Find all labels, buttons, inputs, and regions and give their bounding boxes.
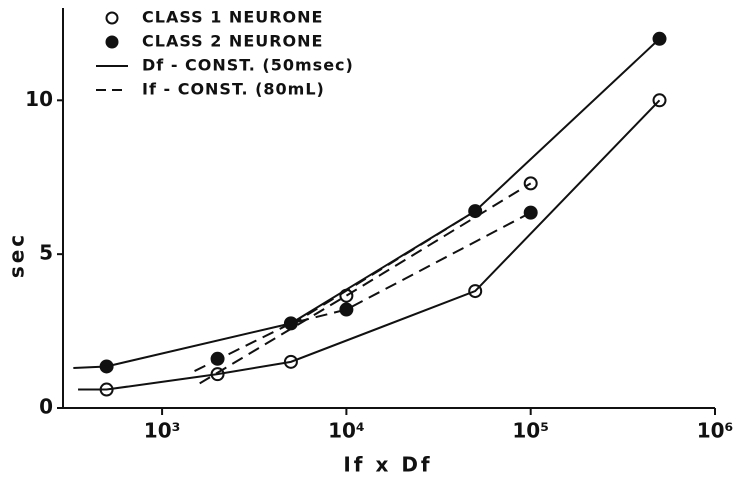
data-point (339, 302, 354, 317)
x-tick-label: 10⁵ (512, 419, 549, 443)
legend-marker (105, 35, 119, 49)
y-axis-label: sec (5, 232, 29, 278)
x-tick-label: 10⁶ (697, 419, 734, 443)
data-line (199, 182, 532, 385)
legend-marker (105, 11, 119, 25)
legend-label: Df - CONST. (50msec) (142, 56, 354, 75)
data-line (290, 210, 476, 326)
x-tick-label: 10⁴ (328, 419, 365, 443)
data-line (194, 211, 532, 372)
y-tick-label: 5 (39, 241, 53, 265)
data-line (78, 99, 661, 391)
x-tick-label: 10³ (144, 419, 181, 443)
legend-label: CLASS 2 NEURONE (142, 32, 323, 51)
y-tick-label: 10 (25, 87, 53, 111)
x-axis-label: If x Df (343, 453, 432, 477)
data-line (73, 38, 661, 369)
legend-label: CLASS 1 NEURONE (142, 8, 323, 27)
legend-label: If - CONST. (80mL) (142, 80, 325, 99)
y-tick-label: 0 (39, 395, 53, 419)
